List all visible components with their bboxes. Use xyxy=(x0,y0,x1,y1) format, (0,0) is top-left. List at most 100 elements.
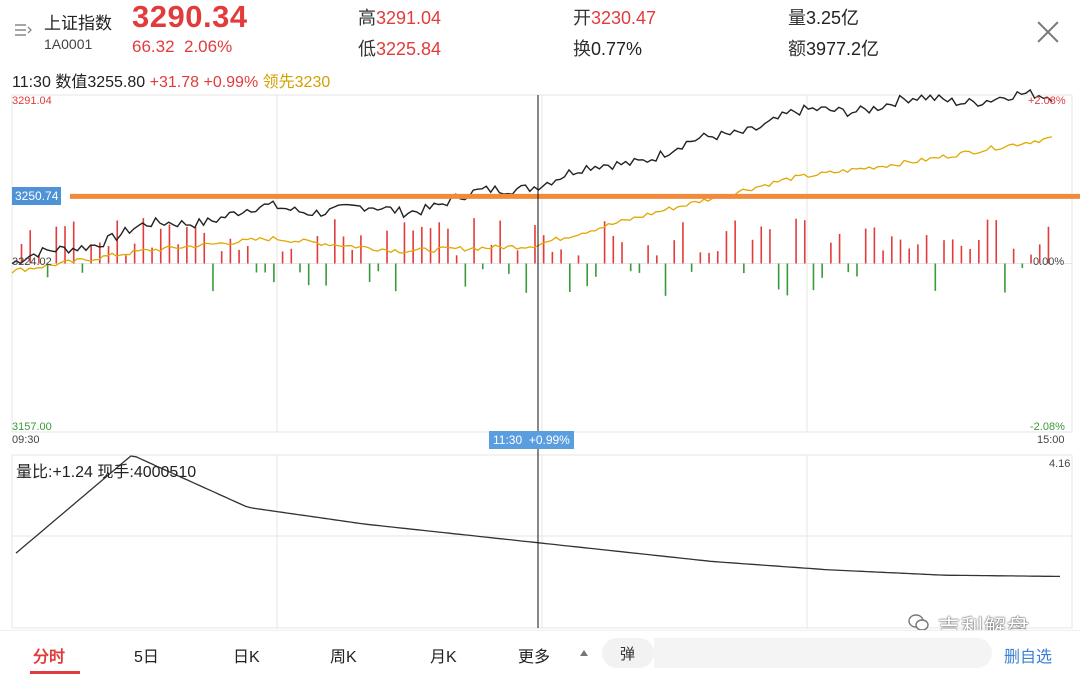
volume-bar xyxy=(1021,263,1024,268)
turnover-value: 0.77% xyxy=(591,39,643,59)
volume-bar xyxy=(238,249,240,264)
volume-bar xyxy=(229,238,232,264)
volume-bar xyxy=(716,251,719,264)
tab-more[interactable]: 更多 xyxy=(518,649,551,666)
volume-bar xyxy=(264,263,266,273)
caret-up-icon[interactable] xyxy=(580,650,588,656)
volume-bar xyxy=(847,263,850,273)
volume-bar xyxy=(734,220,736,264)
volume-bar xyxy=(1047,226,1050,264)
volume-bar xyxy=(438,222,441,264)
volume-bar xyxy=(412,230,414,264)
volume-bar xyxy=(864,228,867,264)
chart-grid xyxy=(11,94,1073,629)
volume-bar xyxy=(116,220,119,264)
volume-bar xyxy=(508,263,510,274)
volume-bar xyxy=(133,243,136,264)
volume-bar xyxy=(986,219,989,264)
stat-low: 低3225.84 xyxy=(358,35,441,61)
open-value: 3230.47 xyxy=(591,8,657,28)
volume-bar xyxy=(81,263,84,273)
volume-bar xyxy=(481,263,484,270)
axis-time-start: 09:30 xyxy=(12,434,40,446)
volume-bar xyxy=(934,263,937,291)
amount-label: 额 xyxy=(788,39,806,59)
volume-bar xyxy=(1030,254,1032,264)
axis-bottom-left: 3157.00 xyxy=(12,421,52,433)
volume-bar xyxy=(429,228,432,264)
tab-daily-k[interactable]: 日K xyxy=(233,649,260,666)
volume-bars xyxy=(20,218,1050,296)
danmu-label: 弹 xyxy=(620,646,636,663)
volume-bar xyxy=(325,263,327,286)
volume-bar xyxy=(55,226,58,264)
volume-bar xyxy=(168,224,171,264)
price-line xyxy=(11,88,1053,265)
volume-bar xyxy=(917,244,919,264)
amount-value: 3977.2亿 xyxy=(806,39,880,59)
volume-bar xyxy=(786,263,789,296)
change-value: 66.32 xyxy=(132,37,175,56)
stat-amount: 额3977.2亿 xyxy=(788,35,879,61)
volume-bar xyxy=(882,250,884,264)
tab-monthly-k[interactable]: 月K xyxy=(430,649,457,666)
open-label: 开 xyxy=(573,8,591,28)
volume-bar xyxy=(525,263,528,293)
info-time: 11:30 xyxy=(12,74,51,91)
axis-mid-left: 3224.02 xyxy=(12,256,52,268)
volume-bar xyxy=(743,263,745,274)
volume-bar xyxy=(281,251,284,264)
list-menu-icon[interactable] xyxy=(14,22,32,38)
period-tab-bar: 分时 5日 日K 周K 月K 更多 弹 删自选 xyxy=(0,630,1080,676)
volume-bar xyxy=(682,222,684,264)
danmu-toggle-button[interactable]: 弹 xyxy=(602,638,654,668)
price-level-flag: 3250.74 xyxy=(12,187,62,205)
volume-bar xyxy=(1012,248,1015,264)
volume-bar xyxy=(1004,263,1006,293)
volume-bar xyxy=(125,255,127,264)
info-change-pct: +0.99% xyxy=(203,74,259,91)
volume-bar xyxy=(577,255,580,264)
volume-bar xyxy=(377,263,380,272)
tab-5day[interactable]: 5日 xyxy=(134,649,159,666)
volume-bar xyxy=(46,263,49,278)
volume-bar xyxy=(72,221,75,264)
volume-ratio-max: 4.16 xyxy=(1049,458,1071,470)
volume-bar xyxy=(603,221,606,264)
volume-bar xyxy=(151,247,153,264)
volume-bar xyxy=(447,228,449,264)
cursor-time-flag: 11:30 +0.99% xyxy=(489,431,574,449)
volume-bar xyxy=(464,263,467,287)
tab-intraday[interactable]: 分时 xyxy=(33,649,66,666)
volume-bar xyxy=(342,236,345,264)
volume-bar xyxy=(925,235,928,264)
tab-weekly-k[interactable]: 周K xyxy=(330,649,357,666)
low-label: 低 xyxy=(358,39,376,59)
volume-bar xyxy=(394,263,397,292)
volume-bar xyxy=(664,263,667,296)
volume-bar xyxy=(638,263,641,273)
volume-bar xyxy=(769,229,771,264)
volume-bar xyxy=(499,220,501,264)
volume-bar xyxy=(542,235,545,264)
volume-bar xyxy=(978,239,980,264)
danmu-input[interactable] xyxy=(654,638,992,668)
volume-bar xyxy=(830,242,832,264)
volume-bar xyxy=(873,227,876,264)
volume-bar xyxy=(99,242,101,264)
info-lead-value: 3230 xyxy=(294,74,331,91)
volume-ratio-info: 量比:+1.24 现手:4000510 xyxy=(16,464,197,481)
info-value: 3255.80 xyxy=(87,74,146,91)
active-tab-underline xyxy=(30,671,80,674)
volume-bar xyxy=(473,218,475,264)
index-change: 66.32 2.06% xyxy=(132,37,232,57)
remove-from-watchlist-button[interactable]: 删自选 xyxy=(1004,649,1053,666)
volume-bar xyxy=(212,263,214,292)
volume-bar xyxy=(307,263,310,286)
volume-bar xyxy=(255,263,258,273)
volume-bar xyxy=(943,240,945,264)
volume-bar xyxy=(890,236,893,264)
volume-label: 量 xyxy=(788,8,806,28)
change-percent: 2.06% xyxy=(184,37,233,56)
